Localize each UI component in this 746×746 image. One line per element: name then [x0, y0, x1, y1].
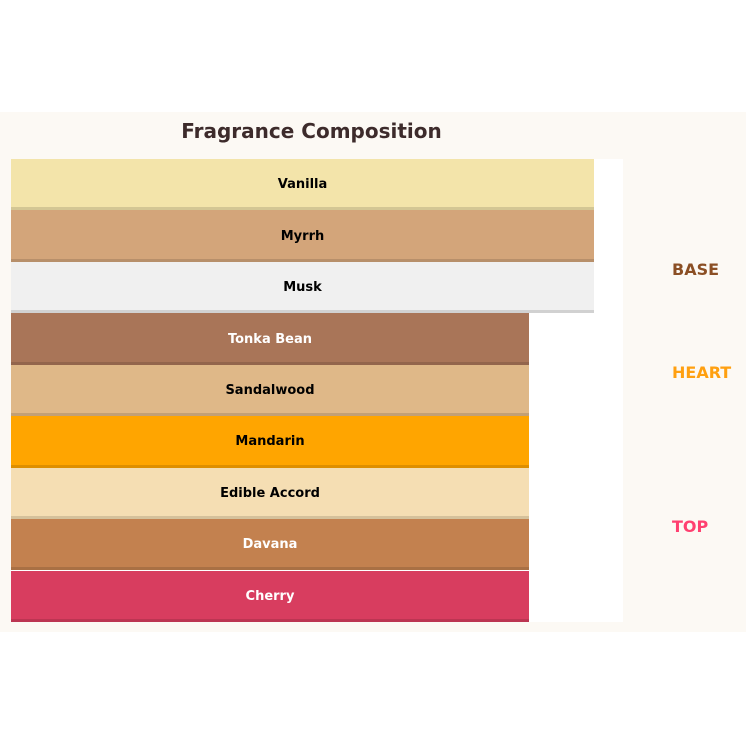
layer-edible-accord: Edible Accord — [11, 467, 529, 520]
layer-musk: Musk — [11, 261, 594, 314]
layer-vanilla: Vanilla — [11, 159, 594, 211]
tier-label-heart: HEART — [672, 363, 732, 382]
tier-label-base: BASE — [672, 260, 720, 279]
layer-sandalwood: Sandalwood — [11, 364, 529, 417]
layer-tonka-bean: Tonka Bean — [11, 313, 529, 365]
layer-myrrh: Myrrh — [11, 210, 594, 262]
layer-cherry: Cherry — [11, 570, 529, 622]
diagram-title: Fragrance Composition — [181, 119, 442, 143]
layer-mandarin: Mandarin — [11, 416, 529, 468]
layer-davana: Davana — [11, 519, 529, 571]
tier-label-top: TOP — [672, 517, 709, 536]
pyramid-plot: Vanilla Myrrh Musk Tonka Bean Sandalwood Mand… — [11, 159, 623, 622]
